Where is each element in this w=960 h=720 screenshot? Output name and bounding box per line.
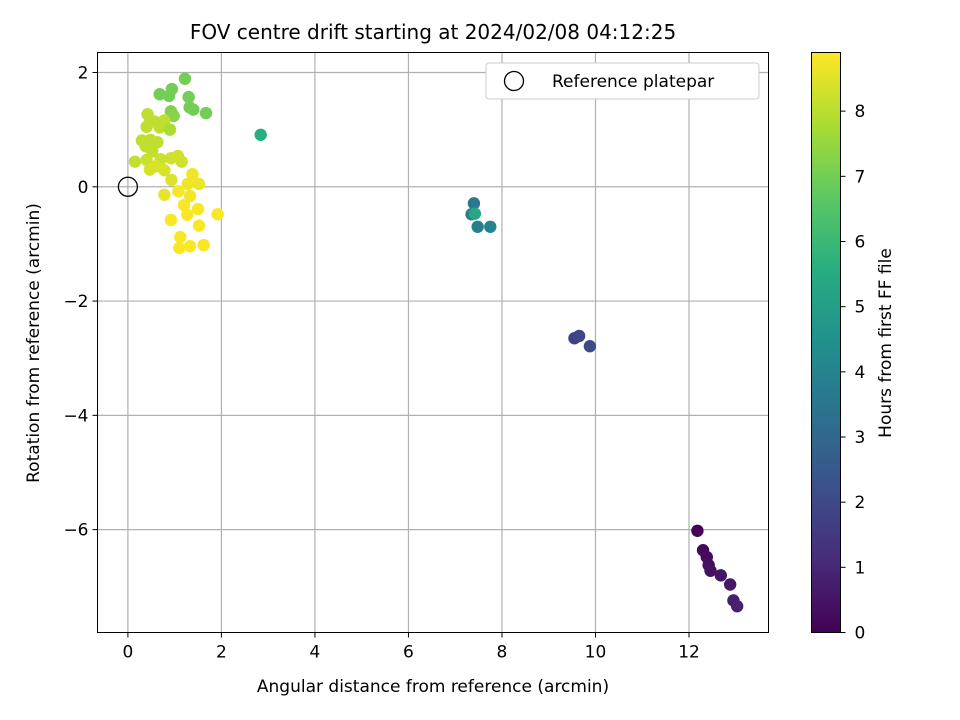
chart-title: FOV centre drift starting at 2024/02/08 …	[190, 20, 676, 44]
data-point	[181, 208, 194, 221]
x-tick-label: 6	[403, 643, 414, 663]
data-point	[704, 564, 717, 577]
data-point	[192, 219, 206, 232]
data-point	[177, 198, 191, 212]
data-point	[158, 164, 171, 177]
data-point	[182, 90, 195, 104]
data-point	[175, 155, 188, 168]
data-point	[199, 106, 213, 120]
colorbar-tick-label: 6	[855, 232, 866, 252]
data-point	[163, 123, 177, 136]
data-point	[583, 340, 597, 353]
plot-frame	[97, 52, 769, 633]
colorbar-tick-label: 2	[855, 493, 866, 513]
colorbar-tick-label: 3	[855, 428, 866, 448]
x-tick-label: 12	[678, 643, 700, 663]
data-point	[181, 177, 194, 191]
colorbar-tick-label: 0	[855, 624, 866, 644]
y-tick-label: 2	[78, 64, 89, 84]
data-point	[140, 120, 153, 133]
colorbar-tick-label: 5	[855, 298, 866, 318]
y-tick-label: −2	[63, 292, 88, 312]
data-point	[467, 197, 481, 210]
x-tick-label: 4	[310, 643, 321, 663]
data-point	[186, 168, 199, 181]
data-point	[572, 329, 586, 343]
data-point	[471, 220, 484, 233]
colorbar-tick-label: 7	[855, 167, 866, 187]
colorbar-tick-label: 8	[855, 102, 866, 122]
data-point	[254, 128, 267, 141]
data-point	[468, 207, 482, 220]
data-point	[183, 189, 197, 203]
x-tick-label: 2	[216, 643, 227, 663]
colorbar-ticks: 0 1 2 3 4 5 6 7 8	[840, 102, 866, 644]
data-point	[174, 230, 187, 244]
colorbar-tick-label: 1	[855, 558, 866, 578]
data-point	[197, 238, 210, 252]
data-point	[178, 72, 192, 85]
colorbar-tick-label: 4	[855, 363, 866, 383]
data-point	[140, 153, 153, 167]
grid-lines	[97, 52, 769, 633]
reference-marker-layer	[117, 176, 139, 197]
data-point	[151, 136, 164, 149]
data-point	[162, 89, 176, 103]
x-tick-label: 8	[497, 643, 508, 663]
y-tick-label: −4	[63, 406, 88, 426]
data-point	[484, 220, 497, 233]
data-point	[723, 578, 737, 591]
data-points	[128, 72, 744, 613]
x-axis-label: Angular distance from reference (arcmin)	[257, 677, 609, 697]
colorbar-label: Hours from first FF file	[876, 248, 896, 438]
colorbar: 0 1 2 3 4 5 6 7 8 Hours from first FF file	[811, 52, 896, 644]
data-point	[714, 569, 728, 582]
y-axis-label: Rotation from reference (arcmin)	[24, 203, 44, 483]
data-point	[153, 121, 166, 134]
y-axis-ticks: 2 0 −2 −4 −6	[63, 64, 98, 541]
x-axis-ticks: 0 2 4 6 8 10 12	[122, 632, 700, 663]
y-tick-label: −6	[63, 521, 88, 541]
legend-entry-reference-platepar: Reference platepar	[552, 72, 714, 92]
data-point	[191, 202, 205, 216]
x-tick-label: 0	[122, 643, 133, 663]
reference-platepar-marker	[117, 176, 139, 197]
y-tick-label: 0	[78, 178, 89, 198]
data-point	[172, 185, 185, 198]
data-point	[173, 241, 186, 255]
legend: Reference platepar	[485, 62, 760, 100]
data-point	[192, 177, 206, 191]
data-point	[183, 240, 197, 253]
data-point	[165, 173, 178, 187]
data-point	[164, 213, 178, 227]
data-point	[187, 103, 200, 116]
data-point	[153, 88, 166, 101]
legend-reference-marker	[503, 70, 525, 92]
colorbar-gradient	[811, 52, 841, 633]
data-point	[158, 188, 171, 201]
data-point	[167, 109, 180, 123]
legend-box	[485, 62, 760, 100]
x-tick-label: 10	[585, 643, 607, 663]
data-point	[211, 208, 224, 221]
data-point	[691, 524, 704, 537]
data-point	[128, 155, 142, 168]
data-point	[730, 600, 744, 613]
